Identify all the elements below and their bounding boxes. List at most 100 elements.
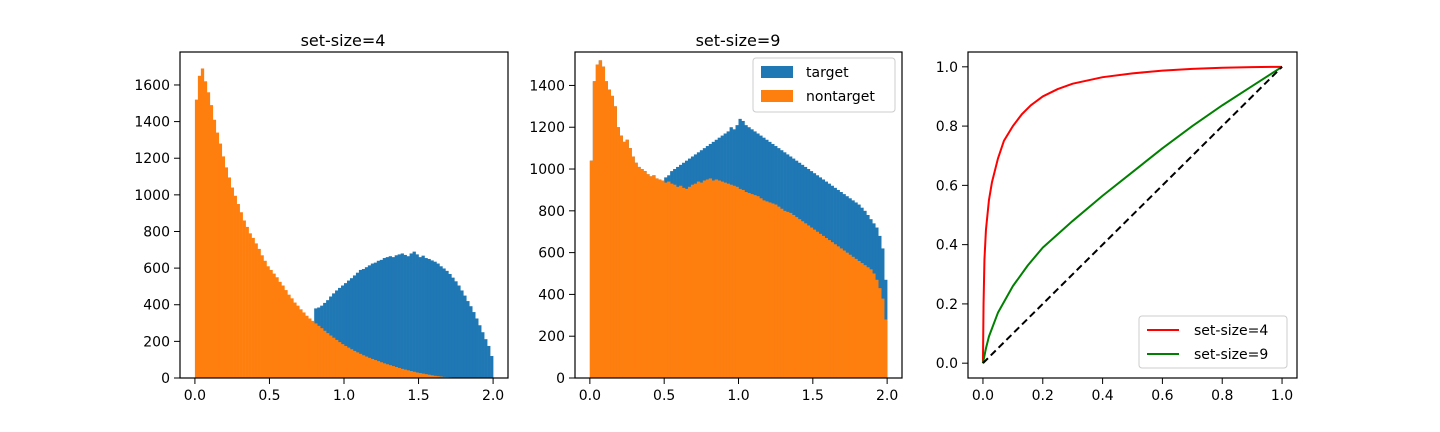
histogram-bar-nontarget [430,375,434,378]
x-tick-label: 1.0 [333,388,355,404]
histogram-bar-nontarget [667,181,671,378]
roc-line-set-size=4 [981,65,1283,364]
histogram-bar-nontarget [314,323,318,378]
histogram-bar-target [436,263,440,378]
histogram-bar-target [355,272,360,378]
y-tick-label: 800 [538,204,565,220]
histogram-bar-nontarget [433,375,437,378]
histogram-bar-nontarget [367,357,372,378]
chart-title: set-size=4 [301,31,386,50]
y-tick-label: 1.0 [936,60,958,76]
histogram-bar-nontarget [373,360,378,378]
histogram-bar-nontarget [812,229,817,378]
histogram-bar-target [415,254,419,378]
histogram-bar-target [341,285,345,378]
histogram-bar-nontarget [845,252,849,378]
legend-label-set-size-9: set-size=9 [1194,347,1268,363]
histogram-bar-nontarget [622,141,626,378]
x-tick-label: 2.0 [482,388,504,404]
axes-frame [967,51,1298,379]
chart-title: set-size=9 [696,31,781,50]
histogram-bar-nontarget [729,184,733,378]
histogram-bar-nontarget [794,217,799,378]
histogram-bar-nontarget [206,92,211,378]
y-tick-label: 800 [143,224,170,240]
histogram-bar-nontarget [744,192,748,378]
histogram-bar-nontarget [349,349,354,378]
histogram-bar-nontarget [320,328,324,378]
histogram-bar-nontarget [341,344,345,378]
histogram-bar-target [397,254,401,378]
histogram-bar-target [490,356,494,378]
histogram-bar-nontarget [661,180,665,378]
histogram-bar-nontarget [218,143,223,378]
histogram-bar-nontarget [646,174,650,378]
histogram-bar-nontarget [400,368,404,378]
x-tick-label: 0.2 [1032,388,1054,404]
histogram-bar-nontarget [364,356,369,378]
histogram-bar-nontarget [631,156,635,378]
y-tick-label: 200 [143,334,170,350]
histogram-bar-target [430,260,434,378]
x-tick-label: 1.0 [727,388,749,404]
x-tick-label: 0.4 [1091,388,1113,404]
y-tick-label: 1200 [529,120,565,136]
histogram-bar-nontarget [815,231,820,378]
histogram-bar-target [448,273,452,378]
histogram-bar-target [427,258,431,378]
histogram-bar-nontarget [708,178,713,378]
panel-set-size-9: set-size=9 0.0 0.5 1.0 1.5 2.0 0 200 400 600 800 1… [529,31,903,404]
histogram-bar-nontarget [224,167,229,378]
histogram-bar-target [379,259,384,378]
histogram-bar-nontarget [598,60,603,378]
plot-area-roc: 0.0 0.2 0.4 0.6 0.8 1.0 0.0 0.2 0.4 0.6 0.8 1.0 [936,51,1298,404]
histogram-bar-nontarget [397,367,401,378]
histogram-bar-nontarget [245,226,249,378]
histogram-bar-nontarget [242,220,246,378]
histogram-bar-nontarget [230,187,234,378]
histogram-bar-nontarget [194,99,199,378]
histogram-bar-nontarget [780,208,784,378]
y-tick-label: 0 [161,371,170,387]
histogram-bar-nontarget [221,156,226,378]
histogram-bar-nontarget [293,302,297,378]
series-nontarget [194,68,470,379]
histogram-bar-nontarget [299,309,303,378]
panel-roc: 0.0 0.2 0.4 0.6 0.8 1.0 0.0 0.2 0.4 0.6 0.8 1.0 set… [936,51,1298,404]
histogram-bar-nontarget [854,258,858,378]
histogram-bar-nontarget [601,66,606,378]
histogram-bar-nontarget [616,127,620,378]
histogram-bar-nontarget [197,75,202,378]
histogram-bar-nontarget [290,298,294,378]
histogram-bar-nontarget [239,212,243,378]
legend-label-nontarget: nontarget [806,89,875,105]
histogram-bar-target [388,256,393,378]
histogram-bar-nontarget [658,179,662,378]
histogram-bar-nontarget [860,263,864,378]
histogram-bar-target [478,325,482,378]
histogram-bar-nontarget [774,204,778,378]
x-tick-label: 0.6 [1151,388,1173,404]
histogram-bar-target [451,277,455,378]
histogram-bar-nontarget [821,235,826,378]
histogram-bar-nontarget [311,320,315,378]
histogram-bar-nontarget [857,260,861,378]
histogram-bar-nontarget [338,342,342,378]
y-tick-label: 0.0 [936,356,958,372]
histogram-bar-nontarget [607,89,611,378]
histogram-bar-target [344,283,348,378]
histogram-bar-target [349,278,354,378]
histogram-bar-nontarget [676,186,680,378]
histogram-bar-nontarget [424,374,428,378]
histogram-bar-nontarget [589,160,594,378]
histogram-bar-nontarget [610,95,614,378]
histogram-bar-target [463,295,467,378]
histogram-bar-nontarget [684,188,689,378]
histogram-bar-nontarget [269,269,273,378]
y-tick-label: 1400 [134,115,170,131]
histogram-bar-nontarget [344,345,348,378]
histogram-bar-nontarget [418,373,422,378]
histogram-bar-nontarget [263,260,267,378]
histogram-bar-nontarget [287,294,291,378]
x-tick-label: 1.5 [407,388,429,404]
